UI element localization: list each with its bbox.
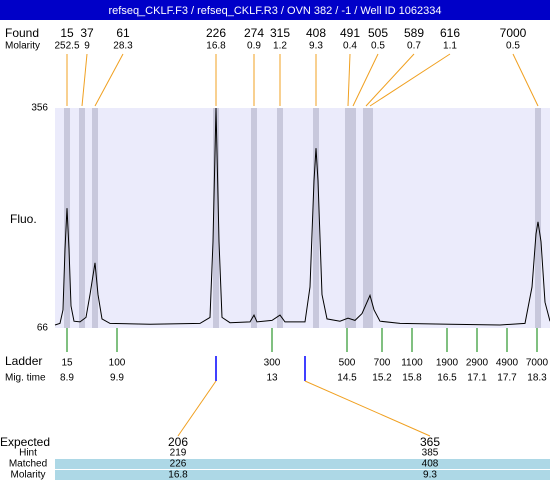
expected-connector: [304, 380, 431, 437]
peak-connector: [94, 53, 124, 107]
ladder-time: 8.9: [60, 373, 74, 384]
found-molarity: 0.4: [343, 41, 357, 52]
y-tick-label: 66: [37, 323, 49, 334]
matched-value: 226: [170, 459, 187, 470]
ladder-time: 16.5: [437, 373, 457, 384]
peak-band: [313, 108, 319, 328]
ladder-label: Ladder: [5, 354, 42, 368]
found-label: Found: [5, 26, 39, 40]
found-size: 491: [340, 26, 360, 40]
found-molarity: 0.7: [407, 41, 421, 52]
ladder-size: 300: [264, 358, 281, 369]
ladder-size: 1900: [436, 358, 459, 369]
peak-connector: [81, 53, 88, 107]
peak-connector: [512, 53, 539, 107]
ladder-size: 4900: [496, 358, 519, 369]
title: refseq_CKLF.F3 / refseq_CKLF.R3 / OVN 38…: [108, 5, 441, 17]
found-size: 408: [306, 26, 326, 40]
found-size: 274: [244, 26, 264, 40]
found-size: 15: [60, 26, 74, 40]
trace: [54, 107, 550, 326]
ladder-time: 15.2: [372, 373, 392, 384]
peak-band: [277, 108, 283, 328]
peak-connector: [347, 53, 351, 107]
peak-band: [363, 108, 369, 328]
found-molarity: 1.1: [443, 41, 457, 52]
found-molarity: 16.8: [206, 41, 226, 52]
hint-value: 219: [170, 448, 187, 459]
y-tick-label: 356: [31, 103, 48, 114]
molarity-value: 9.3: [423, 470, 437, 480]
found-size: 505: [368, 26, 388, 40]
ladder-time: 14.5: [337, 373, 357, 384]
matched-row-bg: [55, 459, 550, 469]
plot-area: [55, 108, 550, 328]
ladder-size: 1100: [401, 358, 423, 369]
found-molarity: 9.3: [309, 41, 323, 52]
ladder-size: 15: [61, 358, 73, 369]
molarity-value: 16.8: [168, 470, 188, 480]
found-size: 315: [270, 26, 290, 40]
peak-band: [251, 108, 257, 328]
mig-time-label: Mig. time: [5, 373, 46, 384]
expected-label: Expected: [0, 435, 50, 449]
matched-value: 408: [422, 459, 439, 470]
found-size: 37: [80, 26, 94, 40]
expected-value: 206: [168, 435, 188, 449]
found-size: 616: [440, 26, 460, 40]
found-molarity: 0.9: [247, 41, 261, 52]
found-molarity: 0.5: [371, 41, 385, 52]
y-axis-label: Fluo.: [10, 212, 37, 226]
found-molarity: 9: [84, 41, 90, 52]
peak-connector: [369, 53, 451, 107]
ladder-time: 13: [266, 373, 278, 384]
expected-connector: [177, 380, 217, 437]
ladder-size: 500: [339, 358, 356, 369]
matched-label: Matched: [9, 459, 47, 470]
table-molarity-label: Molarity: [10, 470, 45, 480]
expected-value: 365: [420, 435, 440, 449]
ladder-size: 700: [374, 358, 391, 369]
molarity-row-bg: [55, 470, 550, 480]
ladder-size: 2900: [466, 358, 489, 369]
ladder-size: 100: [109, 358, 126, 369]
found-size: 61: [116, 26, 130, 40]
hint-value: 385: [422, 448, 439, 459]
found-molarity: 252.5: [54, 41, 79, 52]
molarity-label: Molarity: [5, 41, 40, 52]
found-size: 226: [206, 26, 226, 40]
peak-connector: [352, 53, 379, 107]
ladder-time: 18.3: [527, 373, 547, 384]
peak-band: [345, 108, 351, 328]
ladder-time: 17.1: [467, 373, 487, 384]
peak-band: [367, 108, 373, 328]
hint-label: Hint: [19, 448, 37, 459]
found-molarity: 28.3: [113, 41, 133, 52]
found-size: 589: [404, 26, 424, 40]
peak-band: [213, 108, 219, 328]
peak-connector: [365, 53, 415, 107]
ladder-time: 17.7: [497, 373, 517, 384]
peak-band: [79, 108, 85, 328]
peak-band: [350, 108, 356, 328]
title-bar: [0, 0, 550, 20]
found-size: 7000: [500, 26, 527, 40]
peak-band: [92, 108, 98, 328]
peak-band: [535, 108, 541, 328]
ladder-size: 7000: [526, 358, 549, 369]
ladder-time: 9.9: [110, 373, 124, 384]
ladder-time: 15.8: [402, 373, 422, 384]
found-molarity: 0.5: [506, 41, 520, 52]
found-molarity: 1.2: [273, 41, 287, 52]
